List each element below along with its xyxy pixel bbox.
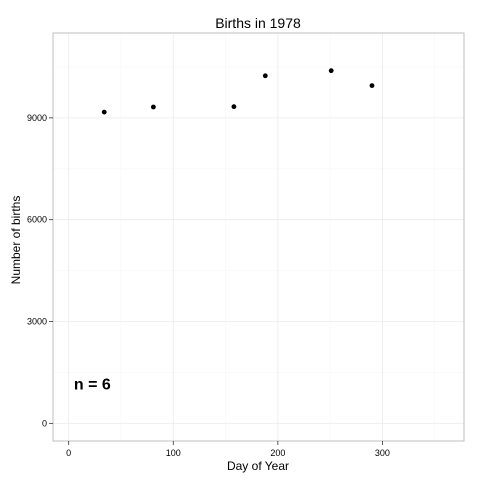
plot-panel-border — [52, 32, 465, 442]
x-tick-label: 200 — [270, 448, 285, 458]
minor-grid — [53, 33, 464, 441]
y-tick-label: 6000 — [27, 215, 47, 225]
y-tick-label: 0 — [42, 418, 47, 428]
x-tick-label: 300 — [375, 448, 390, 458]
data-point — [369, 83, 375, 89]
x-tick-label: 100 — [166, 448, 181, 458]
data-point — [328, 68, 334, 74]
y-tick-label: 9000 — [27, 113, 47, 123]
sample-size-annotation: n = 6 — [74, 376, 111, 393]
data-point — [262, 73, 268, 79]
data-points — [101, 68, 375, 115]
x-tick-label: 0 — [66, 448, 71, 458]
major-grid — [53, 33, 464, 441]
data-point — [101, 109, 107, 115]
chart-title: Births in 1978 — [215, 15, 301, 31]
data-point — [150, 104, 156, 110]
x-axis-title: Day of Year — [227, 459, 289, 473]
y-tick-label: 3000 — [27, 317, 47, 327]
y-axis-title: Number of births — [9, 196, 23, 285]
data-point — [231, 104, 237, 110]
